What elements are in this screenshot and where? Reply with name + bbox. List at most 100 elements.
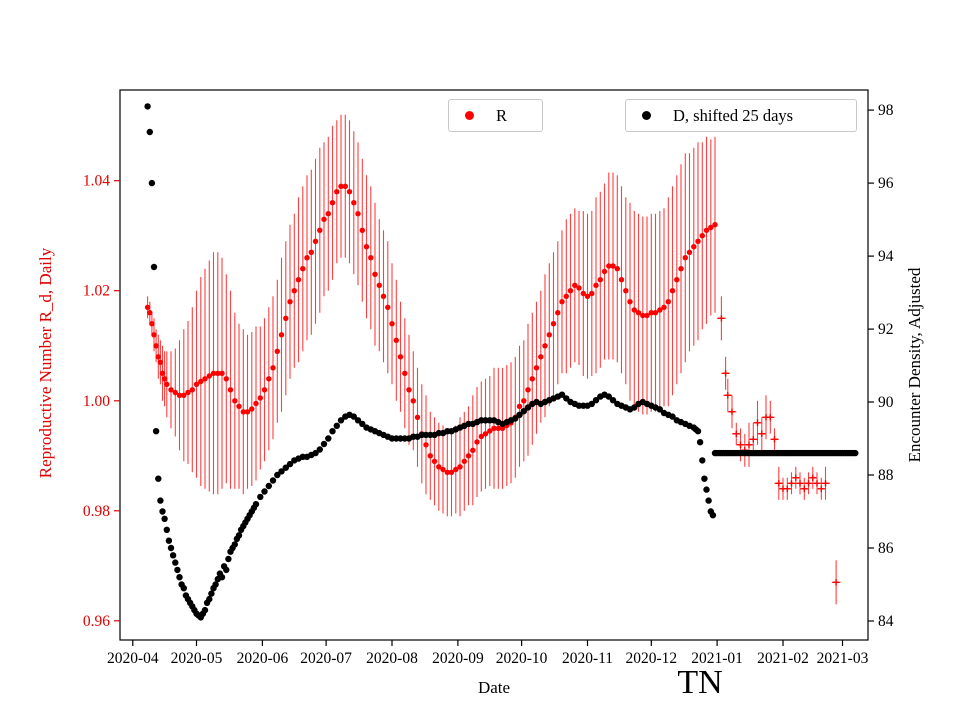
data-point — [431, 458, 438, 464]
legend-r: R — [448, 99, 543, 132]
data-point — [312, 238, 319, 244]
data-point — [705, 497, 712, 504]
data-point — [316, 446, 323, 453]
data-point — [320, 440, 328, 448]
data-point — [274, 471, 281, 479]
data-point — [287, 299, 293, 305]
data-point — [678, 266, 684, 272]
data-point — [342, 183, 348, 189]
data-point — [389, 321, 395, 327]
data-point — [406, 387, 412, 393]
data-point — [461, 458, 467, 464]
data-point — [542, 343, 548, 349]
data-point — [329, 428, 336, 435]
data-point — [402, 370, 408, 376]
data-point — [703, 486, 710, 493]
data-point — [555, 310, 561, 316]
data-point — [240, 409, 246, 415]
data-point — [558, 391, 566, 398]
data-point — [465, 453, 472, 459]
data-point — [269, 477, 277, 484]
data-point — [516, 411, 523, 418]
data-point — [168, 387, 174, 393]
data-point — [149, 321, 155, 327]
data-point — [155, 354, 161, 360]
data-point — [266, 376, 272, 382]
data-point — [623, 288, 629, 294]
left-tick-label: 1.04 — [83, 173, 110, 190]
data-point — [354, 417, 362, 424]
data-point — [606, 263, 612, 269]
data-point — [661, 304, 667, 310]
x-tick-label: 2020-10 — [496, 650, 548, 667]
data-point — [644, 312, 650, 319]
data-point — [691, 244, 697, 250]
data-point — [529, 376, 535, 382]
data-point — [478, 433, 484, 440]
legend-d-label: D, shifted 25 days — [673, 105, 794, 125]
plot-border — [119, 89, 869, 641]
data-point — [640, 312, 646, 319]
data-point — [572, 282, 578, 288]
data-point — [592, 397, 600, 404]
data-point — [283, 315, 289, 321]
data-point — [512, 415, 519, 422]
data-point — [699, 233, 705, 239]
data-point — [631, 307, 637, 313]
data-point — [317, 227, 323, 233]
data-point — [363, 244, 370, 250]
data-point — [516, 403, 523, 409]
data-point — [223, 566, 230, 574]
data-point — [208, 590, 215, 597]
data-point — [350, 413, 357, 420]
data-point — [270, 365, 276, 371]
data-point — [153, 343, 159, 349]
data-point — [150, 263, 158, 271]
x-tick-label: 2020-08 — [366, 650, 418, 667]
data-point — [708, 224, 714, 231]
data-point — [631, 404, 638, 411]
data-point — [376, 282, 382, 288]
data-point — [193, 381, 200, 387]
data-point — [601, 268, 608, 275]
data-point — [453, 466, 459, 473]
data-point — [436, 464, 442, 470]
data-point — [346, 189, 353, 195]
data-point — [282, 464, 289, 471]
right-tick-label: 84 — [878, 613, 894, 630]
data-point — [167, 544, 175, 552]
x-tick-label: 2021-03 — [817, 650, 869, 667]
data-point — [295, 277, 302, 283]
data-point — [487, 428, 493, 434]
data-point — [495, 425, 501, 431]
data-point — [669, 413, 676, 420]
data-point — [231, 541, 238, 548]
legend-r-label: R — [496, 105, 508, 125]
data-point — [206, 373, 212, 379]
data-point — [410, 398, 416, 404]
data-point — [499, 425, 506, 431]
data-point — [701, 475, 708, 482]
right-tick-label: 94 — [878, 248, 894, 265]
data-point — [605, 393, 612, 400]
data-point — [593, 282, 599, 288]
data-point — [291, 288, 297, 294]
data-point — [457, 464, 463, 470]
data-point — [172, 389, 178, 396]
data-point — [189, 387, 195, 393]
data-point — [852, 449, 859, 457]
data-point — [155, 475, 162, 482]
data-point — [368, 255, 374, 261]
data-point — [176, 392, 183, 398]
data-point — [157, 359, 164, 365]
data-point — [161, 376, 168, 382]
data-point — [521, 398, 527, 404]
left-tick-label: 1.00 — [83, 393, 110, 410]
data-point — [520, 408, 527, 415]
data-point — [474, 439, 480, 445]
data-point — [215, 370, 221, 376]
data-point — [201, 606, 209, 614]
data-point — [308, 249, 314, 255]
